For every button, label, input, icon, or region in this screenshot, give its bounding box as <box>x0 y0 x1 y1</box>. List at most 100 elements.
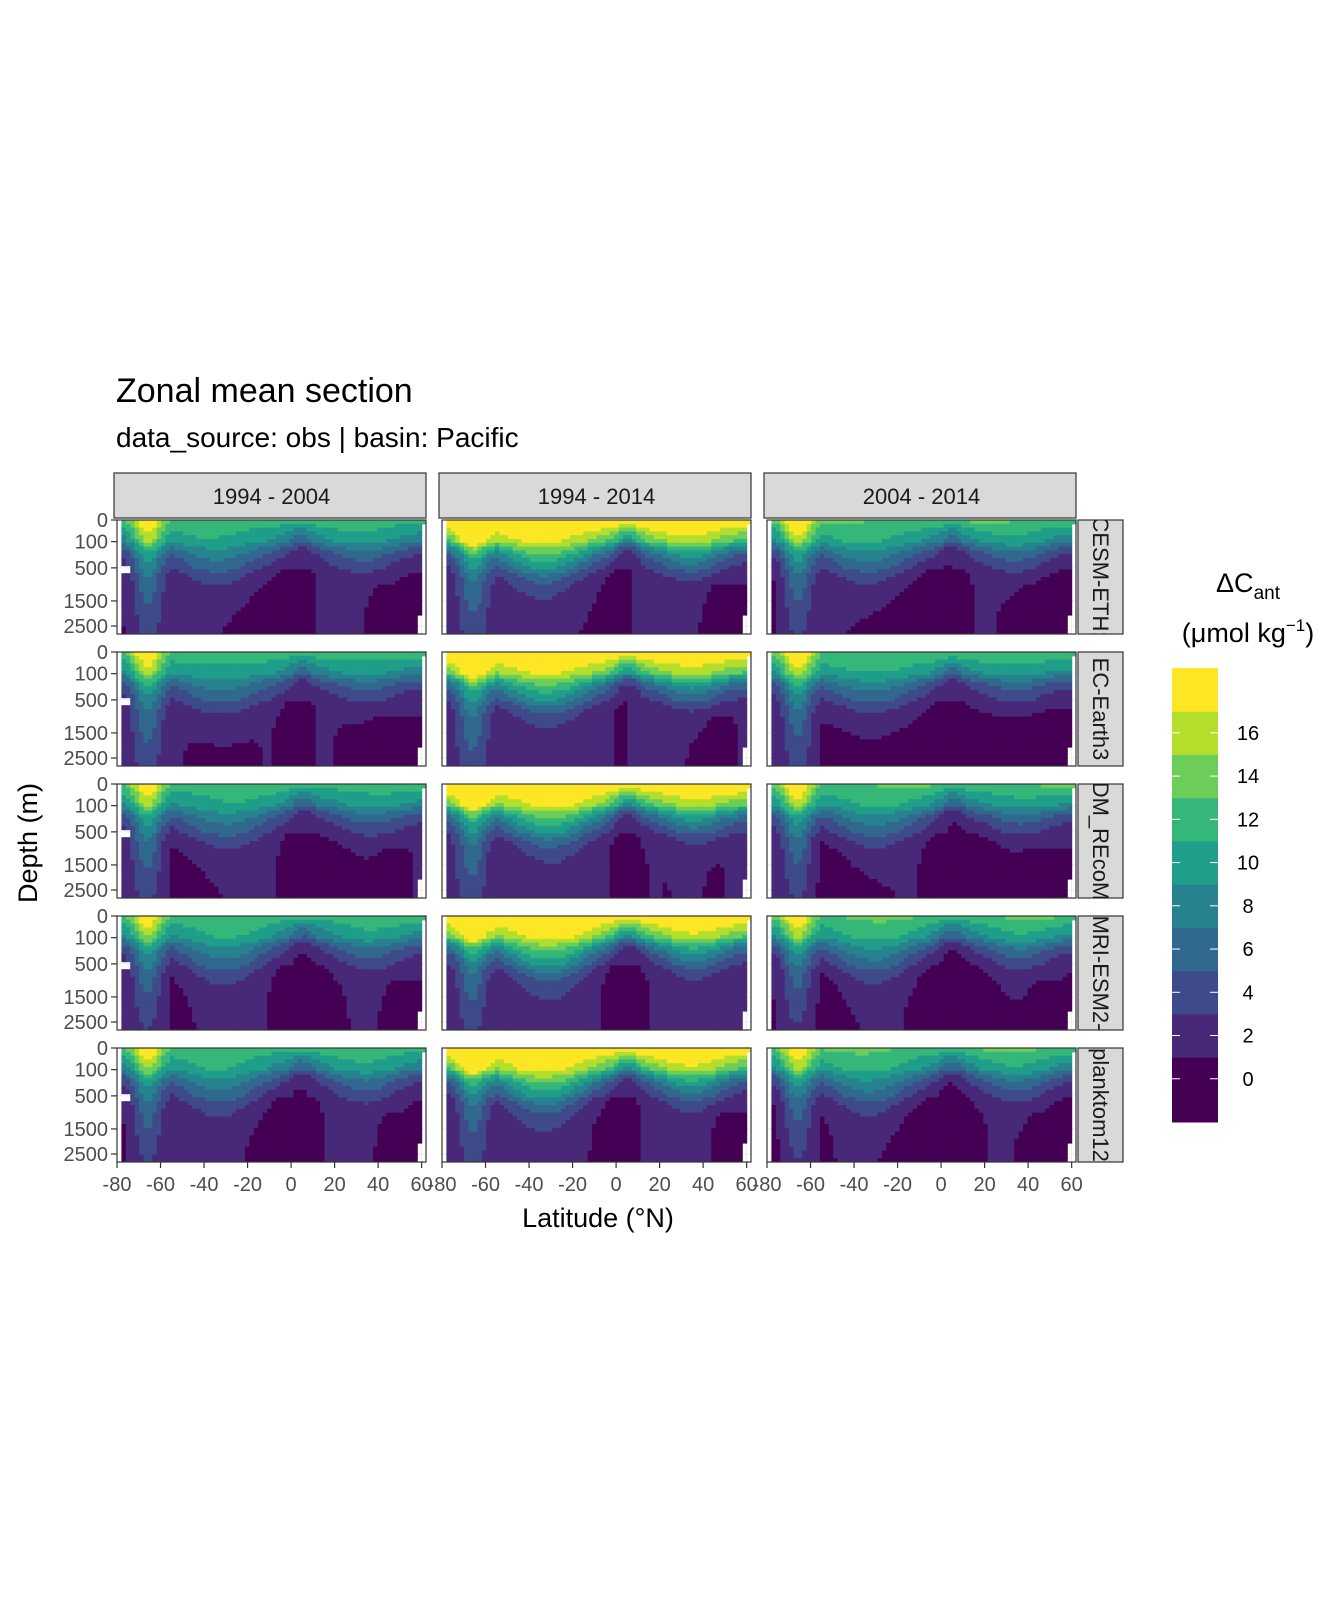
cell <box>306 531 312 536</box>
cell <box>297 554 303 559</box>
cell <box>240 580 246 586</box>
cell <box>214 622 220 627</box>
cell <box>324 652 330 657</box>
cell <box>143 558 149 563</box>
cell <box>231 747 237 752</box>
cell <box>315 712 321 718</box>
cell <box>333 554 339 559</box>
cell <box>381 546 387 551</box>
cell <box>200 626 206 631</box>
cell <box>395 659 401 664</box>
cell <box>258 724 264 729</box>
cell <box>346 686 352 691</box>
cell <box>262 724 268 729</box>
cell <box>121 663 127 668</box>
cell <box>271 622 277 627</box>
cell <box>359 678 365 683</box>
cell <box>346 724 352 729</box>
cell <box>139 542 145 548</box>
cell <box>395 678 401 683</box>
cell <box>324 659 330 664</box>
cell <box>381 527 387 532</box>
cell <box>320 678 326 683</box>
cell <box>320 697 326 702</box>
cell <box>218 686 224 691</box>
cell <box>187 618 193 624</box>
cell <box>222 554 228 559</box>
cell <box>139 882 145 888</box>
cell <box>169 592 175 597</box>
cell <box>169 674 175 680</box>
cell <box>386 611 392 616</box>
cell <box>403 615 409 620</box>
cell <box>395 663 401 668</box>
cell <box>139 520 145 525</box>
cell <box>390 747 396 752</box>
cell <box>390 690 396 695</box>
cell <box>275 709 281 714</box>
cell <box>355 596 361 601</box>
cell <box>200 758 206 763</box>
cell <box>267 592 273 597</box>
cell <box>178 550 184 555</box>
cell <box>253 577 259 582</box>
cell <box>324 667 330 672</box>
cell <box>333 520 339 525</box>
cell <box>245 818 251 823</box>
cell <box>205 596 211 601</box>
cell <box>355 622 361 627</box>
cell <box>359 546 365 551</box>
cell <box>342 659 348 664</box>
cell <box>315 558 321 563</box>
cell <box>417 686 423 691</box>
cell <box>253 622 259 627</box>
cell <box>328 716 334 721</box>
cell <box>249 686 255 691</box>
cell <box>209 894 215 898</box>
cell <box>152 678 158 683</box>
cell <box>320 592 326 597</box>
cell <box>364 550 370 555</box>
cell <box>306 539 312 544</box>
cell <box>139 795 145 800</box>
cell <box>355 626 361 631</box>
cell <box>399 531 405 536</box>
cell <box>350 655 356 661</box>
cell <box>205 863 211 869</box>
cell <box>200 822 206 827</box>
cell <box>169 803 175 808</box>
cell <box>386 705 392 710</box>
cell <box>280 554 286 559</box>
cell <box>218 784 224 789</box>
cell <box>134 731 140 737</box>
cell <box>178 810 184 815</box>
cell <box>399 754 405 759</box>
cell <box>355 592 361 597</box>
cell <box>271 731 277 737</box>
cell <box>306 546 312 551</box>
cell <box>403 611 409 616</box>
cell <box>320 611 326 616</box>
cell <box>130 837 136 842</box>
cell <box>143 615 149 620</box>
cell <box>412 747 418 752</box>
cell <box>227 618 233 624</box>
cell <box>395 655 401 661</box>
cell <box>245 588 251 593</box>
cell <box>342 712 348 718</box>
cell <box>333 630 339 634</box>
cell <box>161 762 167 766</box>
cell <box>245 520 251 525</box>
cell <box>355 565 361 570</box>
cell <box>165 693 171 699</box>
cell <box>222 558 228 563</box>
cell <box>355 712 361 718</box>
cell <box>342 535 348 540</box>
cell <box>134 743 140 748</box>
cell <box>183 542 189 548</box>
cell <box>403 554 409 559</box>
cell <box>271 682 277 687</box>
cell <box>147 739 153 744</box>
cell <box>359 655 365 661</box>
cell <box>253 762 259 766</box>
